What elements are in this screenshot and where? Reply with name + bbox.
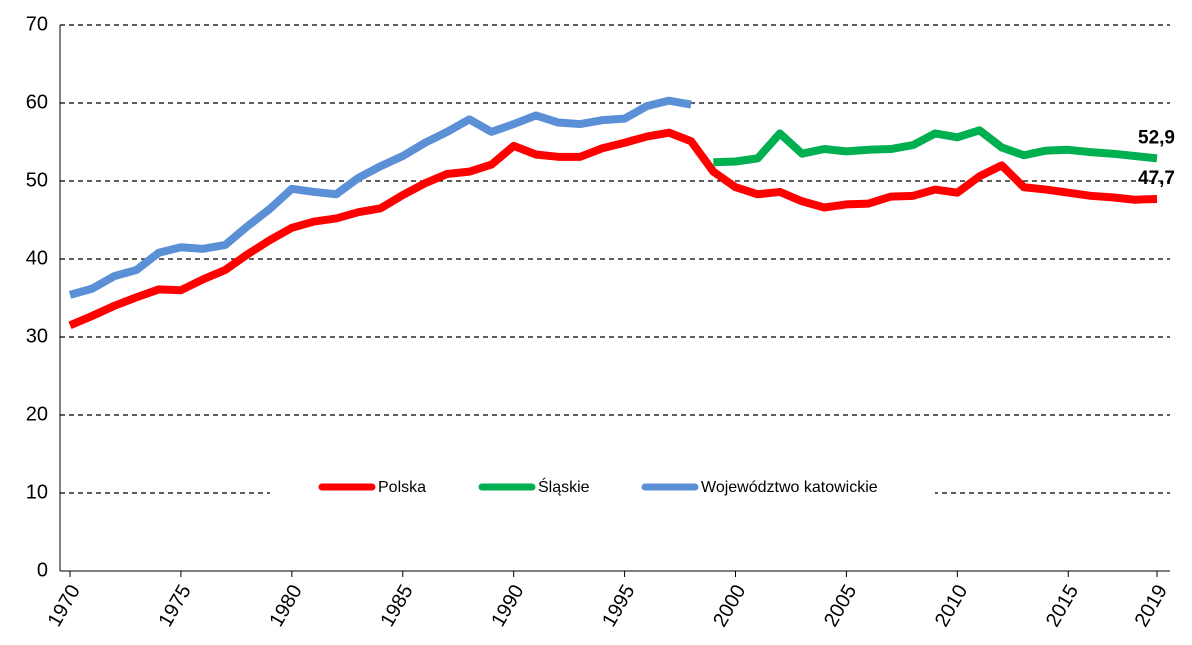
- legend-label: Województwo katowickie: [701, 479, 878, 496]
- series-line: [68, 128, 1158, 329]
- legend-label: Śląskie: [538, 477, 590, 496]
- x-tick-label: 2005: [820, 581, 861, 631]
- x-tick-label: 2015: [1042, 581, 1083, 631]
- legend-label: Polska: [378, 479, 426, 496]
- y-tick-label: 0: [37, 559, 48, 581]
- series-line: [713, 126, 1158, 167]
- value-label: 52,9: [1138, 127, 1175, 148]
- x-tick-label: 2000: [709, 581, 750, 631]
- x-tick-label: 1985: [376, 581, 417, 631]
- value-label: 47,7: [1138, 168, 1175, 189]
- y-tick-label: 20: [26, 403, 48, 425]
- y-tick-label: 40: [26, 247, 48, 269]
- y-tick-label: 30: [26, 325, 48, 347]
- x-tick-label: 1990: [487, 581, 528, 631]
- series-line: [68, 96, 692, 299]
- x-tick-label: 1975: [155, 581, 196, 631]
- x-tick-label: 2019: [1131, 581, 1172, 631]
- y-tick-label: 60: [26, 91, 48, 113]
- y-tick-label: 50: [26, 169, 48, 191]
- x-tick-label: 1995: [598, 581, 639, 631]
- y-tick-label: 10: [26, 481, 48, 503]
- legend-box: [270, 474, 935, 500]
- y-tick-label: 70: [26, 13, 48, 35]
- x-tick-label: 1970: [44, 581, 85, 631]
- x-tick-label: 1980: [265, 581, 306, 631]
- x-tick-label: 2010: [931, 581, 972, 631]
